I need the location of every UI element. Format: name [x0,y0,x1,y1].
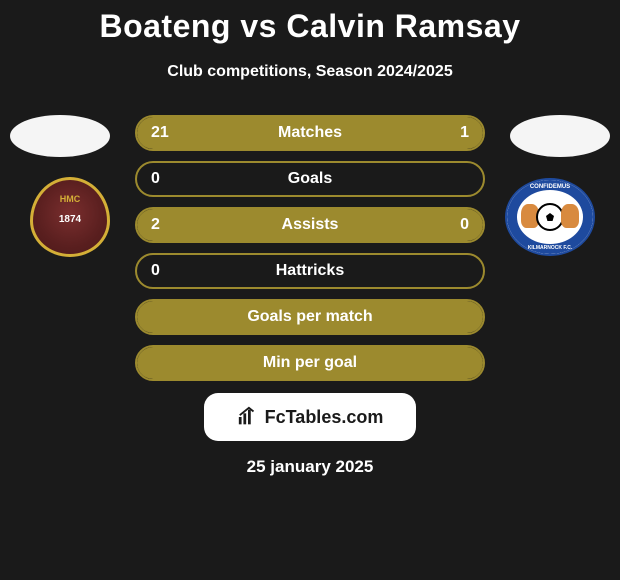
kilmarnock-badge-icon: CONFIDEMUS KILMARNOCK F.C. [505,178,595,256]
comparison-content: CONFIDEMUS KILMARNOCK F.C. 21 1 Matches 0 Go… [0,115,620,477]
stat-value-right: 0 [460,216,469,234]
badge-top-text: CONFIDEMUS [530,184,570,190]
stat-bar: 0 Goals [135,161,485,197]
badge-bottom-text: KILMARNOCK F.C. [528,245,572,251]
stat-label: Assists [282,216,339,234]
stat-label: Hattricks [276,262,344,280]
stat-bar: Min per goal [135,345,485,381]
stat-bar: 0 Hattricks [135,253,485,289]
stat-bars: 21 1 Matches 0 Goals 2 0 Assists 0 Hattricks Goals… [135,115,485,381]
stat-bar: 2 0 Assists [135,207,485,243]
stat-value-left: 21 [151,124,169,142]
stat-value-left: 0 [151,262,160,280]
stat-bar: Goals per match [135,299,485,335]
page-subtitle: Club competitions, Season 2024/2025 [0,63,620,81]
stat-value-left: 2 [151,216,160,234]
stat-label: Goals per match [247,308,372,326]
snapshot-date: 25 january 2025 [0,457,620,477]
brand-chart-icon [237,406,259,428]
brand-link[interactable]: FcTables.com [204,393,416,441]
brand-text: FcTables.com [265,407,384,428]
stat-value-right: 1 [460,124,469,142]
page-title: Boateng vs Calvin Ramsay [0,0,620,45]
club-badge-right: CONFIDEMUS KILMARNOCK F.C. [500,175,600,259]
stat-value-left: 0 [151,170,160,188]
player-photo-left [10,115,110,157]
club-badge-left [20,175,120,259]
stat-bar: 21 1 Matches [135,115,485,151]
stat-label: Min per goal [263,354,357,372]
stat-label: Matches [278,124,342,142]
hearts-badge-icon [30,177,110,257]
player-photo-right [510,115,610,157]
stat-label: Goals [288,170,332,188]
